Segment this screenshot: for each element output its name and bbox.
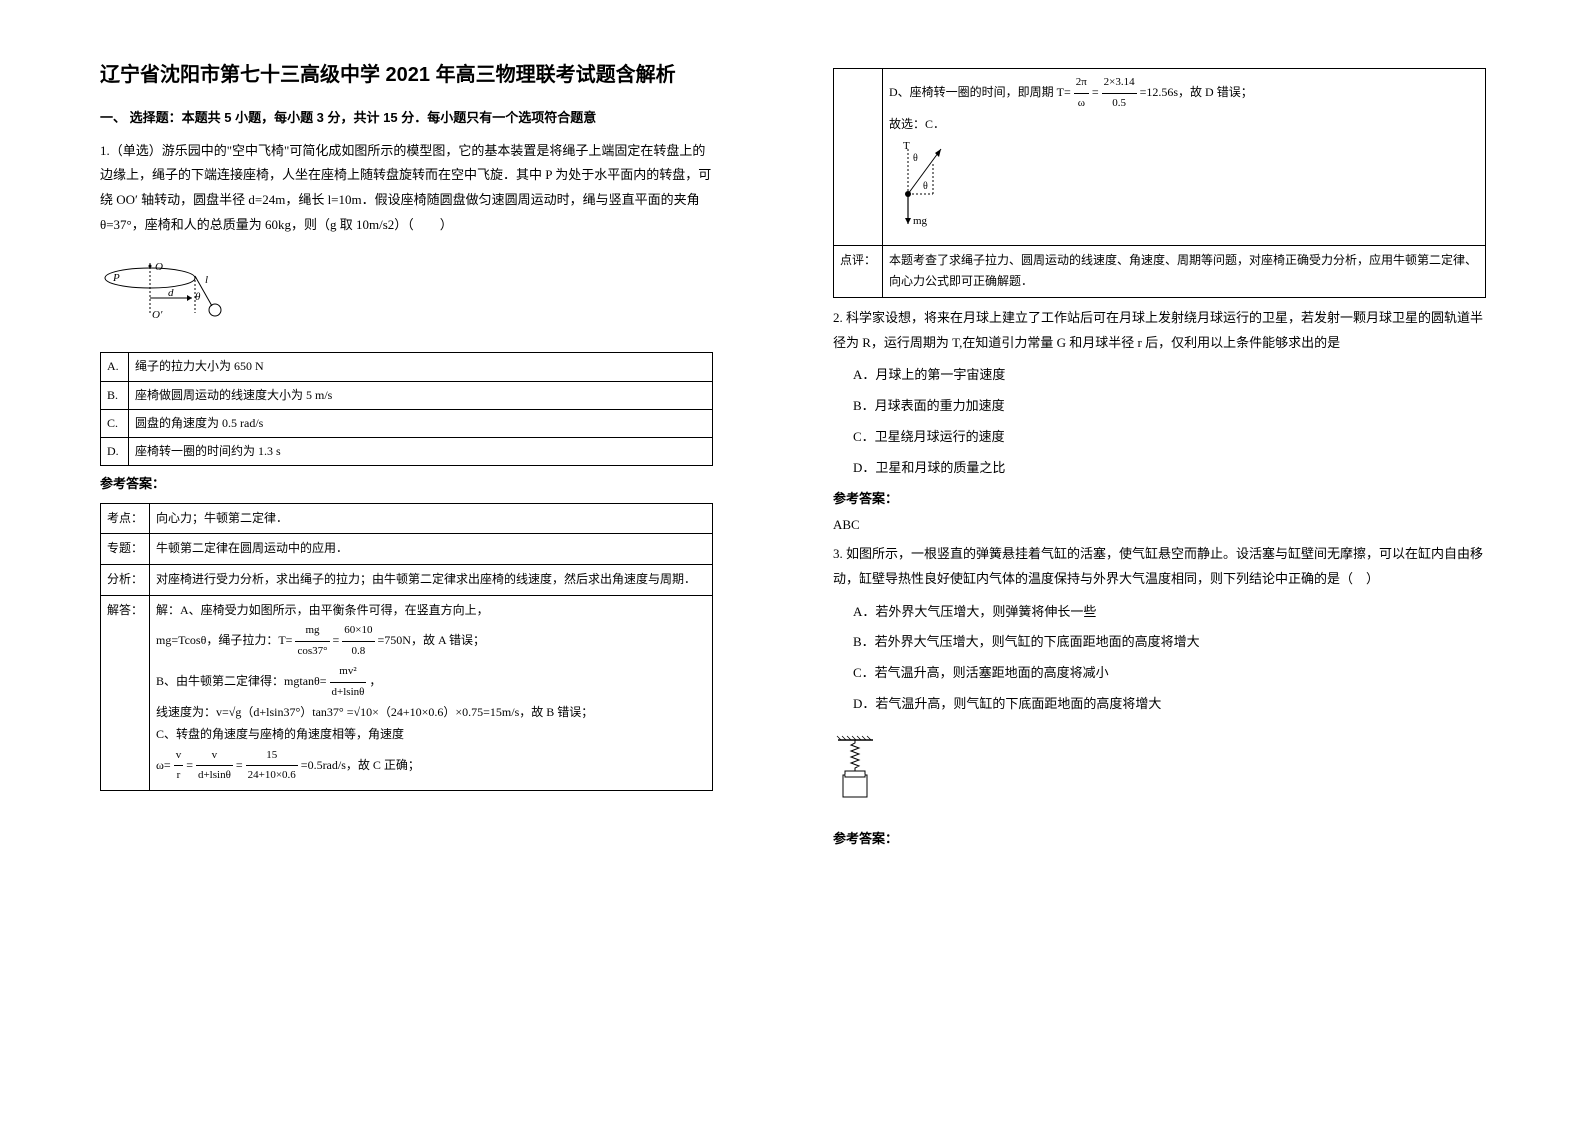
fraction: v d+lsinθ — [196, 746, 233, 787]
svg-text:O: O — [155, 261, 163, 273]
svg-text:d: d — [168, 287, 174, 299]
option-c: C．若气温升高，则活塞距地面的高度将减小 — [853, 663, 1486, 684]
solution-line: 解：A、座椅受力如图所示，由平衡条件可得，在竖直方向上， — [156, 600, 706, 622]
option-label: B. — [101, 381, 129, 409]
solution-line: C、转盘的角速度与座椅的角速度相等，角速度 — [156, 724, 706, 746]
solution-line: mg=Tcosθ，绳子拉力：T= mg cos37° = 60×10 0.8 =… — [156, 621, 706, 662]
solution-label: 考点： — [101, 503, 150, 534]
option-b: B．若外界大气压增大，则气缸的下底面距地面的高度将增大 — [853, 632, 1486, 653]
solution-text: 向心力；牛顿第二定律． — [150, 503, 713, 534]
fraction: v r — [174, 746, 184, 787]
table-row: C. 圆盘的角速度为 0.5 rad/s — [101, 409, 713, 437]
solution-label — [834, 69, 883, 246]
option-label: D. — [101, 437, 129, 465]
table-row: 考点： 向心力；牛顿第二定律． — [101, 503, 713, 534]
svg-text:l: l — [205, 274, 208, 286]
solution-content: 解：A、座椅受力如图所示，由平衡条件可得，在竖直方向上， mg=Tcosθ，绳子… — [150, 595, 713, 791]
solution-content: D、座椅转一圈的时间，即周期 T= 2π ω = 2×3.14 0.5 =12.… — [883, 69, 1486, 246]
solution-continuation-table: D、座椅转一圈的时间，即周期 T= 2π ω = 2×3.14 0.5 =12.… — [833, 68, 1486, 298]
fraction: 2×3.14 0.5 — [1102, 73, 1137, 114]
table-row: 分析： 对座椅进行受力分析，求出绳子的拉力；由牛顿第二定律求出座椅的线速度，然后… — [101, 565, 713, 596]
section-1-header: 一、 选择题：本题共 5 小题，每小题 3 分，共计 15 分．每小题只有一个选… — [100, 108, 713, 129]
option-d: D．若气温升高，则气缸的下底面距地面的高度将增大 — [853, 694, 1486, 715]
diagram-spring-cylinder — [833, 735, 883, 805]
question-3-text: 3. 如图所示，一根竖直的弹簧悬挂着气缸的活塞，使气缸悬空而静止。设活塞与缸壁间… — [833, 542, 1486, 591]
question-1-options-table: A. 绳子的拉力大小为 650 N B. 座椅做圆周运动的线速度大小为 5 m/… — [100, 352, 713, 466]
solution-line: D、座椅转一圈的时间，即周期 T= 2π ω = 2×3.14 0.5 =12.… — [889, 73, 1479, 114]
solution-label: 分析： — [101, 565, 150, 596]
solution-line: 线速度为：v=√g（d+lsin37°）tan37° =√10×（24+10×0… — [156, 702, 706, 724]
option-text: 绳子的拉力大小为 650 N — [129, 353, 713, 381]
svg-text:θ: θ — [913, 153, 918, 164]
table-row: 解答： 解：A、座椅受力如图所示，由平衡条件可得，在竖直方向上， mg=Tcos… — [101, 595, 713, 791]
svg-text:θ: θ — [923, 181, 928, 192]
option-text: 座椅做圆周运动的线速度大小为 5 m/s — [129, 381, 713, 409]
answer-text: ABC — [833, 515, 1486, 536]
solution-label: 专题： — [101, 534, 150, 565]
fraction: 2π ω — [1074, 73, 1089, 114]
svg-text:θ: θ — [195, 291, 201, 303]
solution-label: 解答： — [101, 595, 150, 791]
option-d: D．卫星和月球的质量之比 — [853, 458, 1486, 479]
option-b: B．月球表面的重力加速度 — [853, 396, 1486, 417]
svg-text:T: T — [903, 140, 910, 152]
answer-label: 参考答案： — [833, 489, 1486, 510]
page-right: D、座椅转一圈的时间，即周期 T= 2π ω = 2×3.14 0.5 =12.… — [793, 0, 1586, 1122]
table-row: 点评： 本题考查了求绳子拉力、圆周运动的线速度、角速度、周期等问题，对座椅正确受… — [834, 245, 1486, 297]
document-title: 辽宁省沈阳市第七十三高级中学 2021 年高三物理联考试题含解析 — [100, 60, 713, 90]
option-label: C. — [101, 409, 129, 437]
fraction: mv² d+lsinθ — [330, 662, 367, 703]
solution-label: 点评： — [834, 245, 883, 297]
solution-line: ω= v r = v d+lsinθ = 15 24+10×0.6 — [156, 746, 706, 787]
svg-text:P: P — [112, 272, 120, 284]
question-2-text: 2. 科学家设想，将来在月球上建立了工作站后可在月球上发射绕月球运行的卫星，若发… — [833, 306, 1486, 355]
fraction: mg cos37° — [295, 621, 329, 662]
fraction: 60×10 0.8 — [342, 621, 374, 662]
option-a: A．若外界大气压增大，则弹簧将伸长一些 — [853, 602, 1486, 623]
option-text: 圆盘的角速度为 0.5 rad/s — [129, 409, 713, 437]
table-row: A. 绳子的拉力大小为 650 N — [101, 353, 713, 381]
svg-text:O′: O′ — [152, 309, 163, 321]
table-row: D. 座椅转一圈的时间约为 1.3 s — [101, 437, 713, 465]
option-a: A．月球上的第一宇宙速度 — [853, 365, 1486, 386]
solution-line: 故选：C． — [889, 114, 1479, 136]
table-row: D、座椅转一圈的时间，即周期 T= 2π ω = 2×3.14 0.5 =12.… — [834, 69, 1486, 246]
question-1-text: 1.（单选）游乐园中的"空中飞椅"可简化成如图所示的模型图，它的基本装置是将绳子… — [100, 139, 713, 238]
solution-line: B、由牛顿第二定律得：mgtanθ= mv² d+lsinθ ， — [156, 662, 706, 703]
question-1-solution-table: 考点： 向心力；牛顿第二定律． 专题： 牛顿第二定律在圆周运动中的应用． 分析：… — [100, 503, 713, 791]
page-left: 辽宁省沈阳市第七十三高级中学 2021 年高三物理联考试题含解析 一、 选择题：… — [0, 0, 793, 1122]
answer-label: 参考答案： — [100, 474, 713, 495]
option-label: A. — [101, 353, 129, 381]
solution-text: 牛顿第二定律在圆周运动中的应用． — [150, 534, 713, 565]
option-text: 座椅转一圈的时间约为 1.3 s — [129, 437, 713, 465]
fraction: 15 24+10×0.6 — [246, 746, 298, 787]
svg-text:mg: mg — [913, 215, 928, 227]
answer-label: 参考答案： — [833, 829, 1486, 850]
solution-text: 对座椅进行受力分析，求出绳子的拉力；由牛顿第二定律求出座椅的线速度，然后求出角速… — [150, 565, 713, 596]
solution-text: 本题考查了求绳子拉力、圆周运动的线速度、角速度、周期等问题，对座椅正确受力分析，… — [883, 245, 1486, 297]
table-row: B. 座椅做圆周运动的线速度大小为 5 m/s — [101, 381, 713, 409]
diagram-force-analysis: T θ mg θ — [893, 139, 973, 229]
table-row: 专题： 牛顿第二定律在圆周运动中的应用． — [101, 534, 713, 565]
diagram-rotating-chair: O P d l θ O′ — [100, 258, 250, 328]
option-c: C．卫星绕月球运行的速度 — [853, 427, 1486, 448]
